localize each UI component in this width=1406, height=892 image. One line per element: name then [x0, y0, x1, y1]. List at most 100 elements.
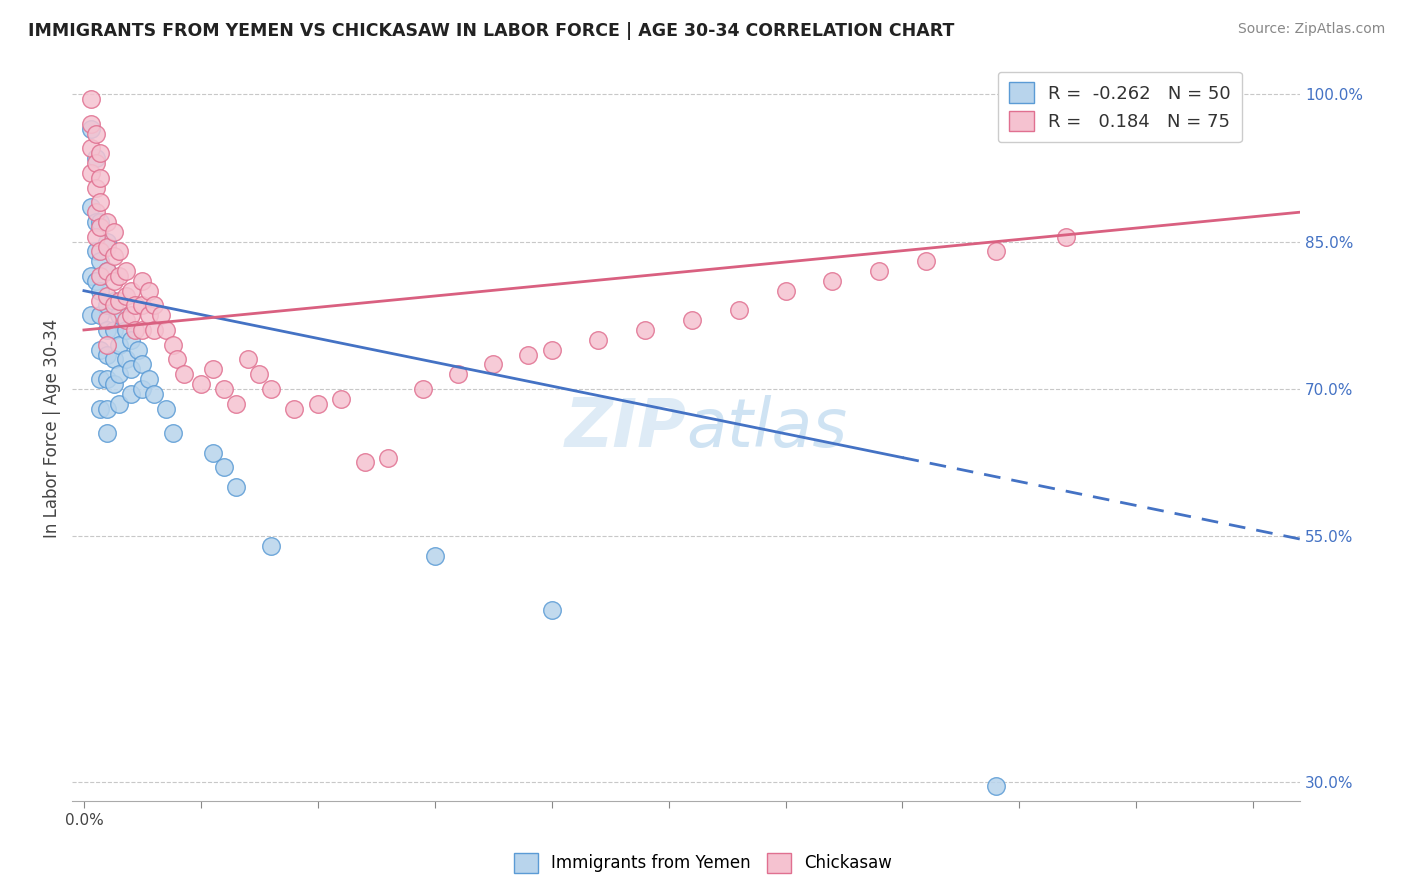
Point: [155, 323, 177, 337]
Point: [80, 117, 103, 131]
Point: [89, 146, 111, 161]
Point: [115, 264, 138, 278]
Point: [517, 347, 540, 361]
Point: [80, 200, 103, 214]
Point: [201, 445, 224, 459]
Point: [96, 313, 118, 327]
Point: [588, 333, 610, 347]
Point: [89, 215, 111, 229]
Point: [103, 274, 125, 288]
Point: [96, 347, 118, 361]
Point: [80, 92, 103, 106]
Point: [131, 382, 153, 396]
Point: [260, 539, 283, 553]
Point: [260, 382, 283, 396]
Point: [96, 323, 118, 337]
Point: [423, 549, 446, 563]
Point: [84, 229, 107, 244]
Point: [131, 323, 153, 337]
Point: [84, 180, 107, 194]
Point: [103, 352, 125, 367]
Point: [108, 293, 131, 308]
Point: [115, 323, 138, 337]
Point: [868, 264, 890, 278]
Legend: R =  -0.262   N = 50, R =   0.184   N = 75: R = -0.262 N = 50, R = 0.184 N = 75: [998, 71, 1241, 142]
Point: [120, 362, 142, 376]
Point: [225, 480, 247, 494]
Point: [540, 343, 562, 357]
Point: [131, 298, 153, 312]
Point: [80, 121, 103, 136]
Point: [108, 367, 131, 381]
Point: [96, 298, 118, 312]
Point: [89, 343, 111, 357]
Point: [108, 244, 131, 259]
Point: [1054, 229, 1077, 244]
Point: [225, 396, 247, 410]
Point: [447, 367, 470, 381]
Point: [96, 425, 118, 440]
Point: [775, 284, 797, 298]
Point: [914, 254, 936, 268]
Point: [120, 284, 142, 298]
Point: [96, 264, 118, 278]
Point: [138, 308, 160, 322]
Point: [236, 352, 259, 367]
Point: [143, 298, 166, 312]
Point: [307, 396, 329, 410]
Point: [80, 141, 103, 155]
Point: [96, 239, 118, 253]
Point: [212, 382, 235, 396]
Point: [155, 401, 177, 416]
Point: [138, 284, 160, 298]
Point: [103, 225, 125, 239]
Point: [84, 156, 107, 170]
Point: [84, 205, 107, 219]
Point: [540, 603, 562, 617]
Point: [89, 195, 111, 210]
Point: [124, 298, 146, 312]
Point: [482, 357, 505, 371]
Point: [821, 274, 844, 288]
Point: [143, 386, 166, 401]
Text: atlas: atlas: [686, 395, 848, 461]
Point: [89, 219, 111, 234]
Point: [984, 244, 1007, 259]
Point: [89, 244, 111, 259]
Point: [283, 401, 305, 416]
Point: [96, 372, 118, 386]
Point: [96, 215, 118, 229]
Point: [89, 372, 111, 386]
Text: IMMIGRANTS FROM YEMEN VS CHICKASAW IN LABOR FORCE | AGE 30-34 CORRELATION CHART: IMMIGRANTS FROM YEMEN VS CHICKASAW IN LA…: [28, 22, 955, 40]
Point: [173, 367, 195, 381]
Point: [84, 127, 107, 141]
Point: [681, 313, 703, 327]
Point: [80, 166, 103, 180]
Point: [353, 455, 375, 469]
Point: [96, 288, 118, 302]
Point: [124, 323, 146, 337]
Point: [150, 308, 173, 322]
Point: [96, 264, 118, 278]
Point: [634, 323, 657, 337]
Point: [96, 401, 118, 416]
Point: [103, 293, 125, 308]
Point: [89, 254, 111, 268]
Point: [108, 268, 131, 283]
Point: [162, 337, 184, 351]
Point: [330, 392, 353, 406]
Point: [108, 308, 131, 322]
Text: Source: ZipAtlas.com: Source: ZipAtlas.com: [1237, 22, 1385, 37]
Point: [247, 367, 270, 381]
Point: [166, 352, 188, 367]
Point: [115, 352, 138, 367]
Point: [984, 780, 1007, 794]
Legend: Immigrants from Yemen, Chickasaw: Immigrants from Yemen, Chickasaw: [508, 847, 898, 880]
Point: [103, 298, 125, 312]
Point: [89, 170, 111, 185]
Point: [120, 386, 142, 401]
Point: [103, 249, 125, 263]
Point: [201, 362, 224, 376]
Point: [89, 284, 111, 298]
Point: [89, 401, 111, 416]
